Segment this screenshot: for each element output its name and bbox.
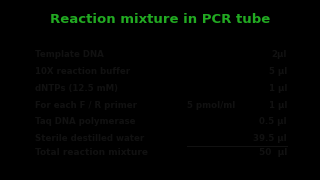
Text: Taq DNA polymerase: Taq DNA polymerase <box>35 117 135 126</box>
Text: Sterile destilled water: Sterile destilled water <box>35 134 144 143</box>
Text: 5 pmol/ml: 5 pmol/ml <box>187 101 235 110</box>
Text: 39.5 µl: 39.5 µl <box>253 134 287 143</box>
Bar <box>295 0 320 180</box>
Text: 5 µl: 5 µl <box>269 67 287 76</box>
Text: 1 µl: 1 µl <box>268 101 287 110</box>
Bar <box>0 0 25 180</box>
Text: Reaction mixture in PCR tube: Reaction mixture in PCR tube <box>50 13 270 26</box>
Text: For each F / R primer: For each F / R primer <box>35 101 137 110</box>
Text: Total reaction mixture: Total reaction mixture <box>35 148 148 157</box>
Text: 0.5 µl: 0.5 µl <box>260 117 287 126</box>
Text: 1 µl: 1 µl <box>268 84 287 93</box>
Text: dNTPs (12.5 mM): dNTPs (12.5 mM) <box>35 84 117 93</box>
Text: 10X reaction buffer: 10X reaction buffer <box>35 67 130 76</box>
Text: 50  µl: 50 µl <box>259 148 287 157</box>
Text: 2µl: 2µl <box>272 50 287 59</box>
Text: Template DNA: Template DNA <box>35 50 103 59</box>
